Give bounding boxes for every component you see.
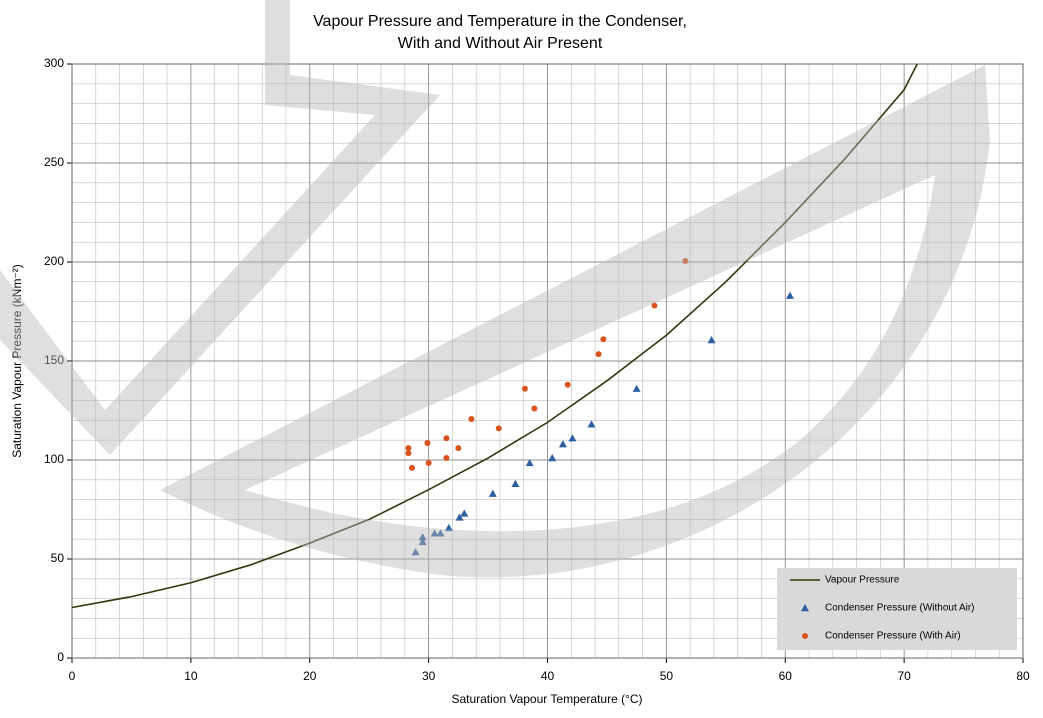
dot-point: [802, 633, 808, 639]
chart-title: With and Without Air Present: [398, 35, 603, 52]
dot-point: [522, 386, 528, 392]
x-tick-label: 80: [1016, 669, 1030, 683]
legend-label: Condenser Pressure (With Air): [825, 631, 961, 642]
dot-point: [424, 440, 430, 446]
dot-point: [405, 450, 411, 456]
dot-point: [596, 351, 602, 357]
x-axis-label: Saturation Vapour Temperature (°C): [451, 692, 642, 706]
dot-point: [565, 382, 571, 388]
x-tick-label: 50: [660, 669, 674, 683]
y-tick-label: 200: [44, 254, 64, 268]
dot-point: [496, 425, 502, 431]
legend-label: Vapour Pressure: [825, 575, 900, 586]
y-tick-label: 300: [44, 56, 64, 70]
chart-title: Vapour Pressure and Temperature in the C…: [313, 13, 687, 30]
chart: Vapour Pressure and Temperature in the C…: [0, 0, 1043, 713]
x-tick-label: 40: [541, 669, 555, 683]
legend: Vapour Pressure Condenser Pressure (Witho…: [777, 568, 1017, 650]
y-tick-label: 250: [44, 155, 64, 169]
dot-point: [409, 465, 415, 471]
dot-point: [426, 460, 432, 466]
dot-point: [443, 455, 449, 461]
x-tick-label: 70: [897, 669, 911, 683]
dot-point: [468, 416, 474, 422]
dot-point: [531, 406, 537, 412]
x-tick-label: 0: [69, 669, 76, 683]
dot-point: [455, 445, 461, 451]
dot-point: [443, 435, 449, 441]
x-tick-label: 20: [303, 669, 317, 683]
y-tick-label: 50: [51, 551, 65, 565]
dot-point: [600, 336, 606, 342]
x-tick-label: 10: [184, 669, 198, 683]
legend-label: Condenser Pressure (Without Air): [825, 603, 975, 614]
x-tick-label: 30: [422, 669, 436, 683]
y-tick-label: 100: [44, 452, 64, 466]
x-tick-label: 60: [779, 669, 793, 683]
y-tick-label: 0: [57, 650, 64, 664]
